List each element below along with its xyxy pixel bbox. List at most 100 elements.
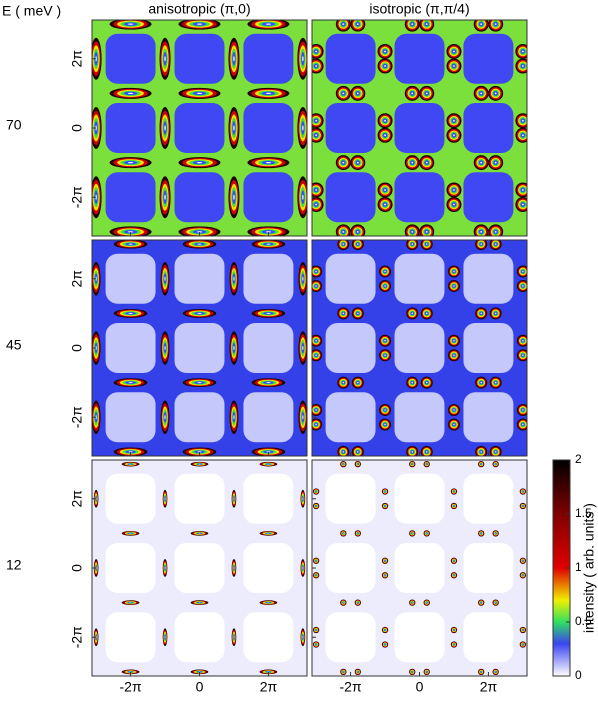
ring [426,602,427,603]
ring [56,532,67,535]
ring [315,355,316,356]
plateau [243,34,293,84]
ring [44,89,78,98]
plateau [106,474,156,524]
ring [315,409,316,410]
ring [343,464,344,465]
ring [53,670,71,675]
ring [561,90,568,97]
ring [384,355,385,356]
ring [559,169,571,181]
ring [591,65,593,67]
ring [495,243,496,244]
ring [385,630,386,631]
y-tick-label: -2π [69,406,85,428]
ring [165,636,166,638]
plateau [243,474,293,524]
ring [591,285,592,286]
ring [546,240,554,248]
ring [384,204,386,206]
ring [588,62,595,69]
ring [453,409,454,410]
ring [522,271,523,272]
plateau [326,474,376,524]
ring [233,195,234,200]
ring [481,671,482,672]
ring [588,337,596,345]
ring [547,172,553,178]
ring [549,23,551,25]
ring [589,338,595,344]
ring [384,51,386,53]
ring [544,156,556,168]
ring [589,489,594,494]
ring [57,671,65,673]
ring [562,229,567,234]
ring [412,602,413,603]
plateau [532,0,582,14]
ring [480,23,482,25]
ring [61,395,63,396]
ring [588,201,595,208]
plateau [243,543,293,593]
ring [453,285,454,286]
ring [563,393,566,396]
ring [315,285,316,286]
row-axis-label: E ( meV ) [2,3,61,19]
ring [589,283,595,289]
ring [547,380,553,386]
ring [562,160,567,165]
ring [522,134,524,136]
ring [51,380,73,386]
ring [522,409,523,410]
ring [547,669,553,675]
ring [495,671,496,672]
ring [454,630,455,631]
ring [546,171,554,179]
ring [522,204,524,206]
ring [545,227,555,237]
ring [547,159,554,166]
ring [590,477,594,481]
ring [587,420,597,430]
plateau [463,34,513,84]
ring [590,284,594,288]
ring [128,162,133,163]
ring [357,451,358,452]
ring [591,51,593,53]
ring [52,229,72,234]
ring [343,671,344,672]
ring [266,244,270,245]
ring [164,125,165,130]
ring [53,600,71,605]
plateau [106,323,156,373]
ring [588,213,596,221]
ring [267,602,269,603]
ring [560,89,570,99]
ring [587,269,597,279]
ring [587,254,597,264]
ring [48,241,76,248]
ring [561,228,568,235]
ring [54,601,68,605]
ring [480,313,481,314]
ring [591,355,592,356]
ring [384,271,385,272]
ring [587,281,597,291]
ring [549,162,551,164]
ring [589,202,594,207]
ring [453,189,455,191]
ring [128,93,133,94]
ring [56,450,67,453]
ring [495,602,496,603]
ring [590,353,594,357]
ring [564,395,565,396]
ring [547,90,554,97]
ring [57,532,65,534]
ring [591,340,592,341]
ring [426,92,428,94]
x-tick-label: 0 [196,679,204,695]
ring [54,462,68,466]
y-tick-label: 0 [69,124,85,132]
ring [586,265,598,277]
